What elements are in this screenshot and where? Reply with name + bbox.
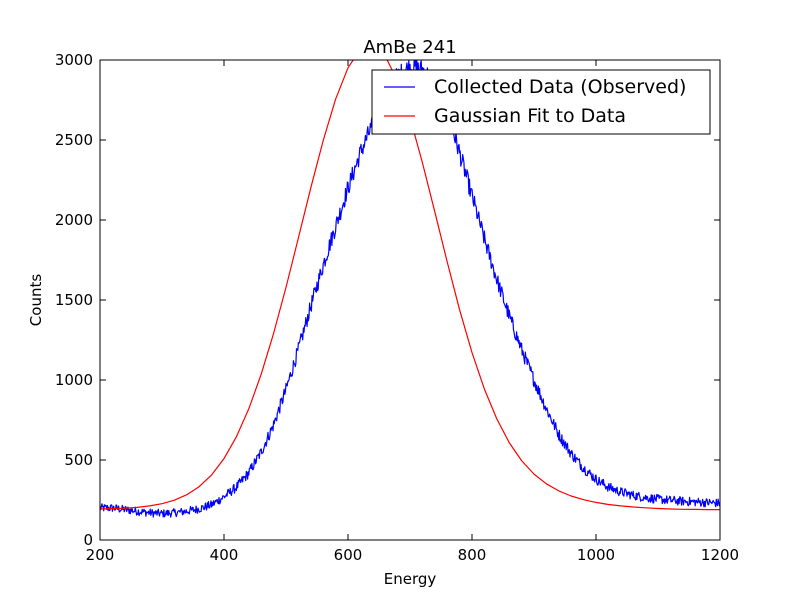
x-tick-label: 200 <box>86 546 115 564</box>
y-tick-label: 1000 <box>55 371 93 389</box>
y-axis-label: Counts <box>27 274 45 327</box>
x-axis-label: Energy <box>384 570 437 588</box>
x-tick-label: 400 <box>210 546 239 564</box>
x-tick-label: 1000 <box>577 546 615 564</box>
y-tick-label: 500 <box>64 451 93 469</box>
y-tick-label: 2500 <box>55 131 93 149</box>
y-tick-label: 0 <box>83 531 93 549</box>
x-tick-label: 1200 <box>701 546 739 564</box>
y-tick-label: 3000 <box>55 51 93 69</box>
legend-label-observed: Collected Data (Observed) <box>434 76 686 98</box>
legend-label-fit: Gaussian Fit to Data <box>434 105 626 127</box>
y-tick-label: 2000 <box>55 211 93 229</box>
x-tick-label: 600 <box>334 546 363 564</box>
legend: Collected Data (Observed) Gaussian Fit t… <box>371 69 711 135</box>
chart-title: AmBe 241 <box>363 37 456 58</box>
x-tick-label: 800 <box>458 546 487 564</box>
legend-box <box>371 69 711 135</box>
series-line-observed <box>100 60 720 518</box>
y-tick-label: 1500 <box>55 291 93 309</box>
